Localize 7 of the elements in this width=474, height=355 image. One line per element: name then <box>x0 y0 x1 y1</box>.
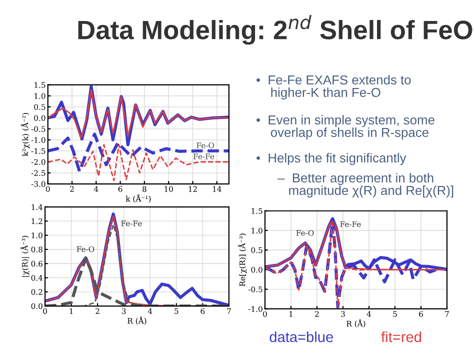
text: Data Modeling: 2$^{nd}$ Shell of FeO <box>78 14 472 45</box>
text: • Even in simple system, some overlap of shells in R-space <box>256 115 434 140</box>
text: fit=red <box>381 331 422 342</box>
text: – Better agreement in both magnitude χ(R) and Re[χ(R)] <box>278 173 454 198</box>
text: • Helps the fit significantly <box>256 153 406 166</box>
text: • Fe-Fe EXAFS extends to higher-K than Fe-O <box>256 75 411 100</box>
text: data=blue <box>270 331 333 342</box>
